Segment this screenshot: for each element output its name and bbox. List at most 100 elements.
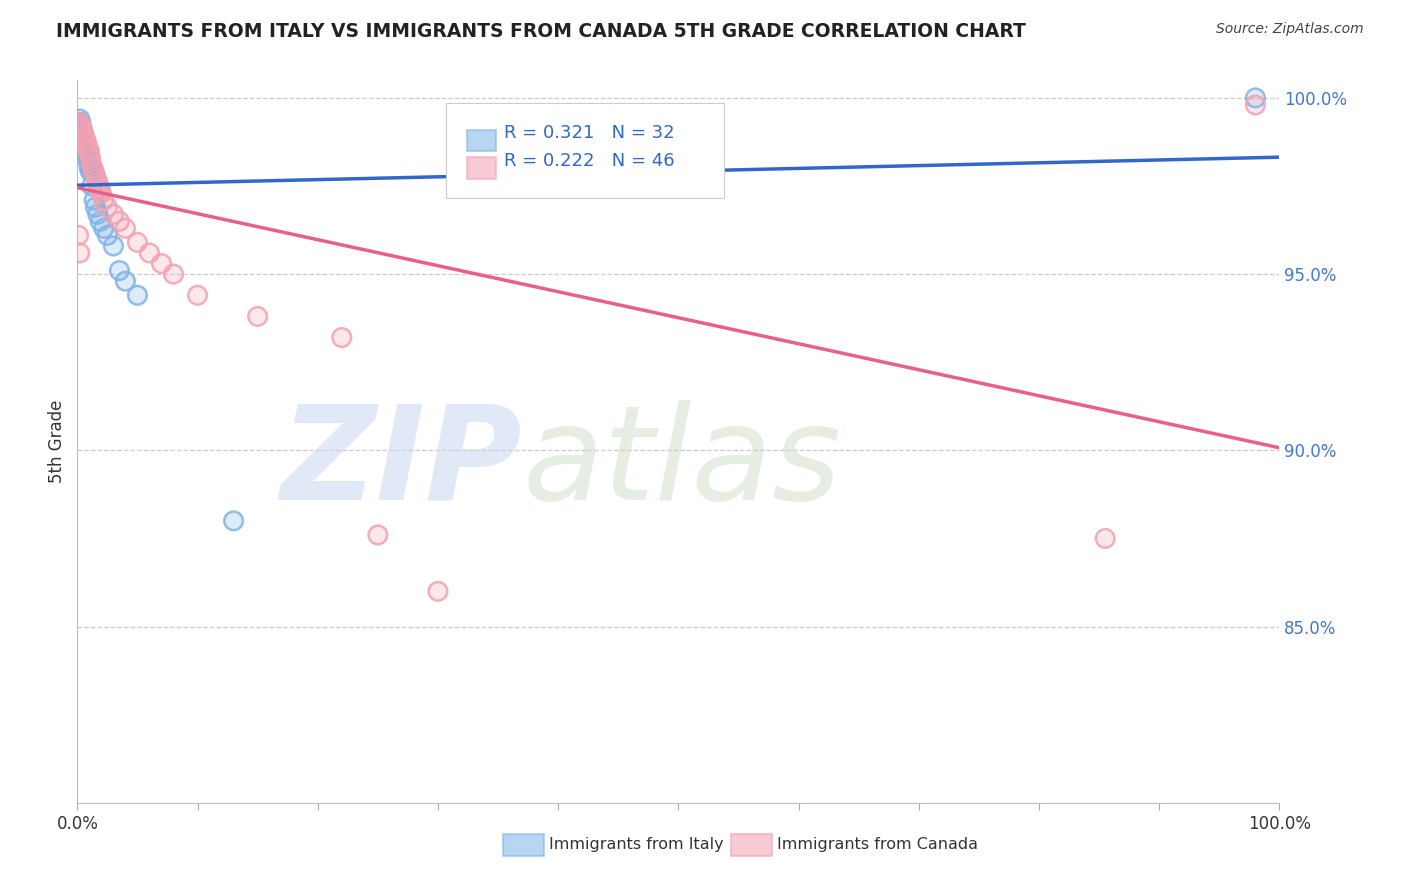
Point bbox=[108, 214, 131, 228]
FancyBboxPatch shape bbox=[731, 834, 772, 855]
Y-axis label: 5th Grade: 5th Grade bbox=[48, 400, 66, 483]
Point bbox=[79, 144, 101, 158]
Point bbox=[108, 263, 131, 277]
Point bbox=[87, 207, 110, 221]
Point bbox=[69, 115, 91, 129]
Point bbox=[72, 133, 94, 147]
Point bbox=[67, 228, 90, 243]
Point bbox=[1244, 91, 1267, 105]
Point bbox=[89, 182, 111, 196]
Point bbox=[246, 310, 269, 324]
Point bbox=[73, 133, 96, 147]
Point bbox=[76, 136, 98, 151]
Point bbox=[79, 144, 101, 158]
Text: ZIP: ZIP bbox=[280, 400, 522, 526]
Point bbox=[80, 158, 103, 172]
Point bbox=[79, 151, 101, 165]
Point bbox=[70, 115, 93, 129]
Point bbox=[103, 207, 125, 221]
Point bbox=[246, 310, 269, 324]
Point bbox=[76, 147, 98, 161]
Point bbox=[80, 179, 103, 194]
Point bbox=[127, 288, 149, 302]
Point bbox=[90, 186, 112, 200]
Point bbox=[70, 122, 93, 136]
Point bbox=[70, 122, 93, 136]
Point bbox=[77, 144, 100, 158]
Point bbox=[330, 330, 353, 344]
Point bbox=[77, 154, 100, 169]
Point bbox=[93, 221, 115, 235]
Point bbox=[70, 119, 93, 133]
Point bbox=[70, 119, 93, 133]
Point bbox=[87, 176, 110, 190]
Point bbox=[87, 207, 110, 221]
Point bbox=[70, 122, 93, 136]
Point bbox=[127, 288, 149, 302]
Point bbox=[84, 200, 107, 214]
Point bbox=[77, 154, 100, 169]
Point bbox=[84, 169, 107, 183]
Point bbox=[162, 267, 184, 281]
Point bbox=[70, 126, 93, 140]
Point bbox=[72, 126, 94, 140]
Point bbox=[103, 207, 125, 221]
Point bbox=[114, 274, 136, 288]
Point bbox=[79, 165, 101, 179]
Point bbox=[67, 228, 90, 243]
Point bbox=[186, 288, 209, 302]
Point bbox=[86, 172, 108, 186]
Point bbox=[69, 246, 91, 260]
Point bbox=[75, 136, 97, 151]
Point bbox=[79, 161, 101, 176]
Point bbox=[1244, 98, 1267, 112]
Point bbox=[1244, 98, 1267, 112]
Point bbox=[70, 126, 93, 140]
Point bbox=[75, 136, 97, 151]
Point bbox=[75, 133, 97, 147]
Point bbox=[70, 129, 93, 144]
Point bbox=[70, 119, 93, 133]
Point bbox=[1094, 532, 1116, 546]
Point bbox=[72, 126, 94, 140]
Point bbox=[82, 161, 104, 176]
Point bbox=[114, 274, 136, 288]
Point bbox=[75, 133, 97, 147]
Point bbox=[72, 126, 94, 140]
Point bbox=[84, 200, 107, 214]
Point bbox=[108, 263, 131, 277]
Point bbox=[222, 514, 245, 528]
Point bbox=[70, 122, 93, 136]
Text: atlas: atlas bbox=[522, 400, 841, 526]
Point bbox=[69, 119, 91, 133]
Point bbox=[70, 122, 93, 136]
Point bbox=[67, 119, 90, 133]
Point bbox=[67, 119, 90, 133]
Point bbox=[72, 129, 94, 144]
FancyBboxPatch shape bbox=[467, 129, 496, 152]
Point bbox=[69, 112, 91, 126]
Point bbox=[83, 193, 105, 207]
Point bbox=[73, 133, 96, 147]
Point bbox=[83, 165, 105, 179]
Point bbox=[79, 158, 101, 172]
Point bbox=[96, 200, 118, 214]
Point bbox=[69, 246, 91, 260]
Point bbox=[80, 179, 103, 194]
Text: R = 0.321   N = 32: R = 0.321 N = 32 bbox=[505, 124, 675, 142]
Point bbox=[1244, 91, 1267, 105]
Point bbox=[79, 147, 101, 161]
Point bbox=[103, 239, 125, 253]
FancyBboxPatch shape bbox=[467, 157, 496, 179]
Point bbox=[76, 147, 98, 161]
Point bbox=[75, 136, 97, 151]
Point bbox=[70, 115, 93, 129]
Point bbox=[96, 228, 118, 243]
Point bbox=[150, 256, 173, 270]
Point bbox=[79, 161, 101, 176]
Point bbox=[79, 147, 101, 161]
Point bbox=[103, 239, 125, 253]
Point bbox=[96, 200, 118, 214]
Point bbox=[114, 221, 136, 235]
Point bbox=[87, 179, 110, 194]
